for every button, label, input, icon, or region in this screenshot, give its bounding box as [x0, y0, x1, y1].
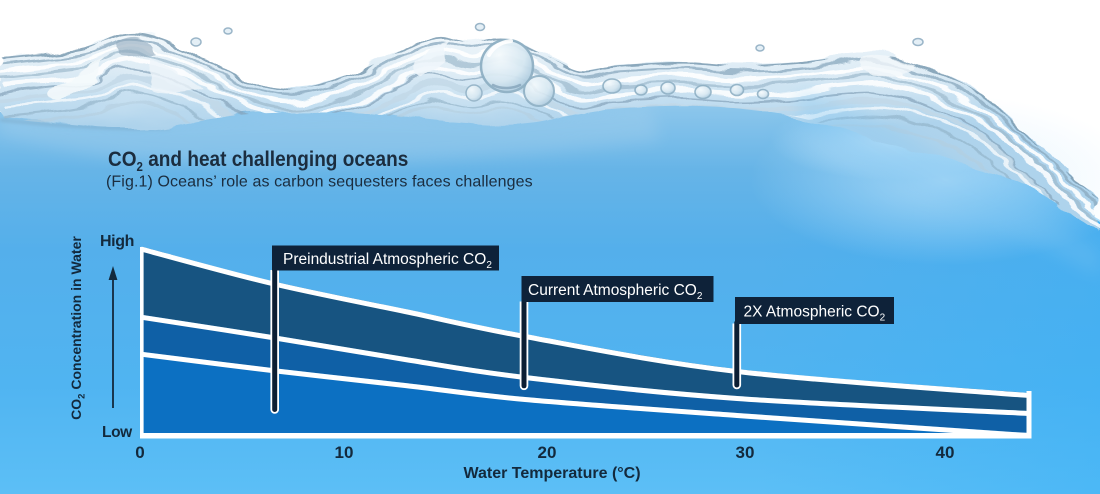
svg-text:10: 10 — [335, 443, 354, 462]
svg-text:CO2 Concentration in Water: CO2 Concentration in Water — [68, 236, 88, 420]
svg-text:40: 40 — [936, 443, 955, 462]
svg-text:Water Temperature (°C): Water Temperature (°C) — [463, 465, 640, 482]
svg-text:Current Atmospheric CO2: Current Atmospheric CO2 — [528, 282, 703, 302]
svg-text:30: 30 — [736, 443, 755, 462]
svg-text:0: 0 — [135, 443, 144, 462]
svg-text:CO2 and heat challenging ocean: CO2 and heat challenging oceans — [108, 148, 408, 174]
svg-text:2X Atmospheric CO2: 2X Atmospheric CO2 — [744, 304, 886, 324]
svg-text:High: High — [100, 233, 134, 250]
svg-text:Low: Low — [102, 424, 133, 441]
svg-text:(Fig.1) Oceans’ role as carbon: (Fig.1) Oceans’ role as carbon sequester… — [106, 174, 533, 191]
svg-text:20: 20 — [538, 443, 557, 462]
svg-text:Preindustrial Atmospheric CO2: Preindustrial Atmospheric CO2 — [283, 251, 492, 271]
